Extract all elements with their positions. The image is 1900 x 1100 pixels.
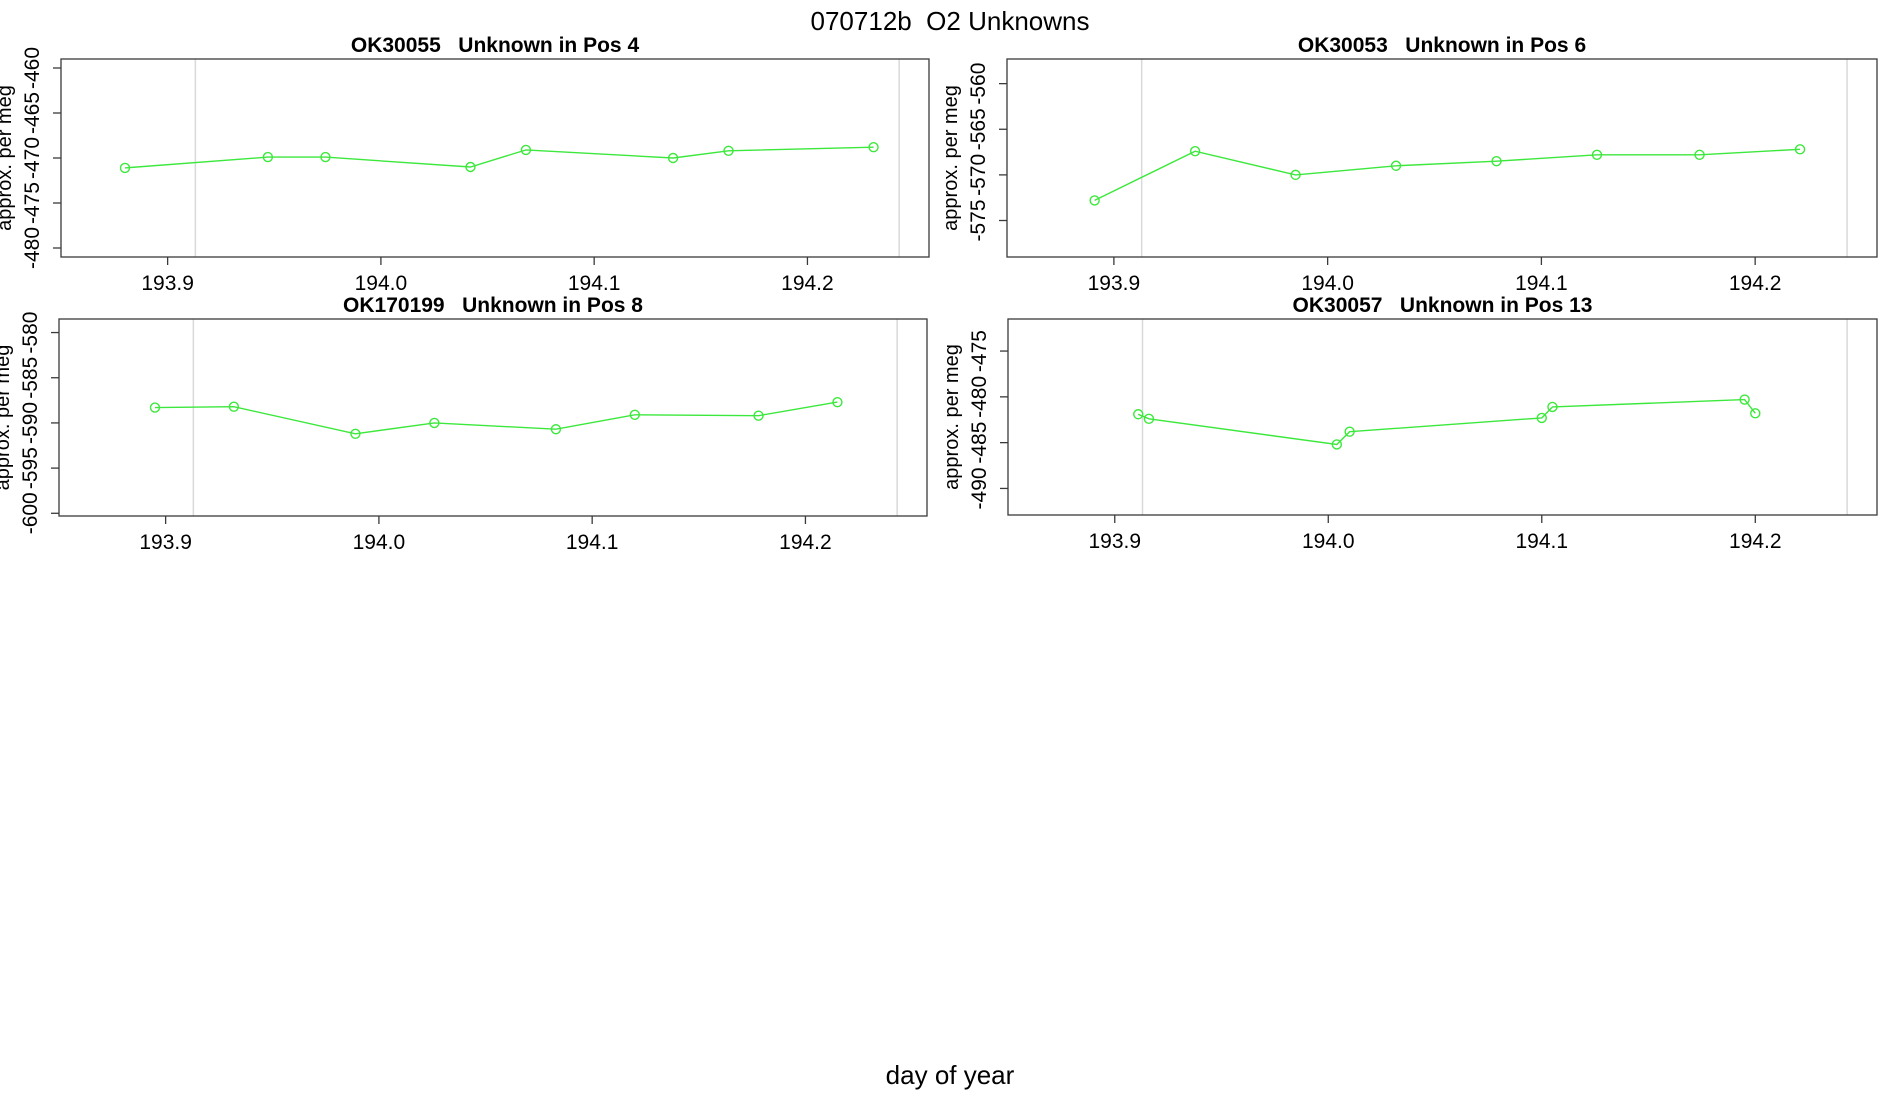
- data-point: [1344, 426, 1355, 437]
- data-point: [228, 401, 240, 412]
- data-point: [1536, 412, 1547, 424]
- data-point: [1089, 195, 1100, 206]
- x-tick-label: 194.1: [1516, 530, 1569, 553]
- plot-box: [1006, 58, 1878, 258]
- plot-box: [1007, 318, 1878, 516]
- data-point: [868, 141, 879, 153]
- y-tick-label: -480: [21, 227, 44, 269]
- panel-title: OK30053 Unknown in Pos 6: [1298, 34, 1586, 57]
- data-point: [350, 428, 361, 439]
- y-tick-label: -465: [21, 92, 44, 134]
- x-tick-label: 193.9: [141, 272, 194, 295]
- x-tick-label: 194.1: [1515, 272, 1568, 295]
- data-point: [1591, 149, 1603, 161]
- panel-title: OK30057 Unknown in Pos 13: [1293, 294, 1593, 317]
- data-point: [1390, 160, 1402, 171]
- data-point: [667, 152, 679, 164]
- y-tick-label: -575: [967, 199, 990, 241]
- data-point: [629, 409, 641, 420]
- x-tick-label: 193.9: [139, 531, 192, 554]
- y-axis-title: approx. per meg: [0, 85, 16, 231]
- data-line: [154, 401, 838, 435]
- data-point: [723, 145, 734, 157]
- plot-box: [60, 58, 930, 258]
- y-axis-title: approx. per meg: [941, 344, 963, 490]
- y-tick-label: -475: [21, 182, 44, 224]
- y-tick-label: -580: [19, 312, 42, 354]
- data-point: [119, 162, 131, 174]
- data-point: [1189, 145, 1201, 157]
- data-point: [320, 151, 331, 163]
- y-tick-label: -600: [19, 492, 42, 534]
- x-tick-label: 194.0: [1301, 272, 1354, 295]
- y-tick-label: -470: [21, 137, 44, 179]
- y-tick-label: -490: [968, 467, 991, 509]
- data-point: [832, 396, 843, 408]
- y-tick-label: -475: [968, 330, 991, 372]
- data-point: [1794, 144, 1806, 155]
- x-tick-label: 194.2: [1729, 530, 1782, 553]
- data-point: [465, 161, 476, 173]
- x-tick-label: 194.0: [1302, 530, 1355, 553]
- data-line: [124, 146, 874, 169]
- y-tick-label: -585: [19, 357, 42, 399]
- data-point: [429, 417, 440, 429]
- x-tick-label: 194.1: [566, 531, 619, 554]
- data-point: [550, 424, 562, 435]
- data-point: [149, 402, 161, 413]
- y-tick-label: -595: [19, 447, 42, 489]
- y-tick-label: -480: [968, 376, 991, 418]
- data-point: [1133, 409, 1144, 420]
- x-tick-label: 193.9: [1088, 272, 1141, 295]
- data-line: [1137, 398, 1756, 446]
- plot-box: [58, 318, 928, 517]
- y-tick-label: -460: [21, 47, 44, 89]
- x-tick-label: 194.0: [353, 531, 406, 554]
- x-tick-label: 194.2: [1729, 272, 1782, 295]
- y-axis-title: approx. per meg: [0, 345, 14, 491]
- data-point: [1491, 155, 1502, 167]
- data-point: [262, 151, 274, 163]
- y-tick-label: -570: [967, 154, 990, 196]
- x-axis-title: day of year: [885, 1060, 1015, 1090]
- data-point: [1143, 413, 1155, 425]
- data-point: [1694, 149, 1705, 161]
- data-point: [1750, 408, 1761, 419]
- data-point: [1331, 439, 1343, 450]
- y-tick-label: -485: [968, 422, 991, 464]
- data-point: [1547, 401, 1558, 413]
- data-point: [1739, 394, 1750, 405]
- data-line: [1094, 148, 1801, 202]
- x-tick-label: 194.1: [568, 272, 621, 295]
- x-tick-label: 194.2: [779, 531, 832, 554]
- x-tick-label: 194.2: [781, 272, 834, 295]
- panel-title: OK30055 Unknown in Pos 4: [351, 34, 640, 57]
- y-axis-title: approx. per meg: [940, 85, 962, 231]
- panel-title: OK170199 Unknown in Pos 8: [343, 294, 643, 317]
- x-tick-label: 194.0: [355, 272, 408, 295]
- data-point: [1290, 169, 1301, 181]
- y-tick-label: -590: [19, 402, 42, 444]
- x-tick-label: 193.9: [1088, 530, 1141, 553]
- y-tick-label: -560: [967, 63, 990, 105]
- page-title: 070712b O2 Unknowns: [810, 6, 1090, 36]
- y-tick-label: -565: [967, 108, 990, 150]
- data-point: [753, 410, 764, 421]
- data-point: [520, 144, 532, 156]
